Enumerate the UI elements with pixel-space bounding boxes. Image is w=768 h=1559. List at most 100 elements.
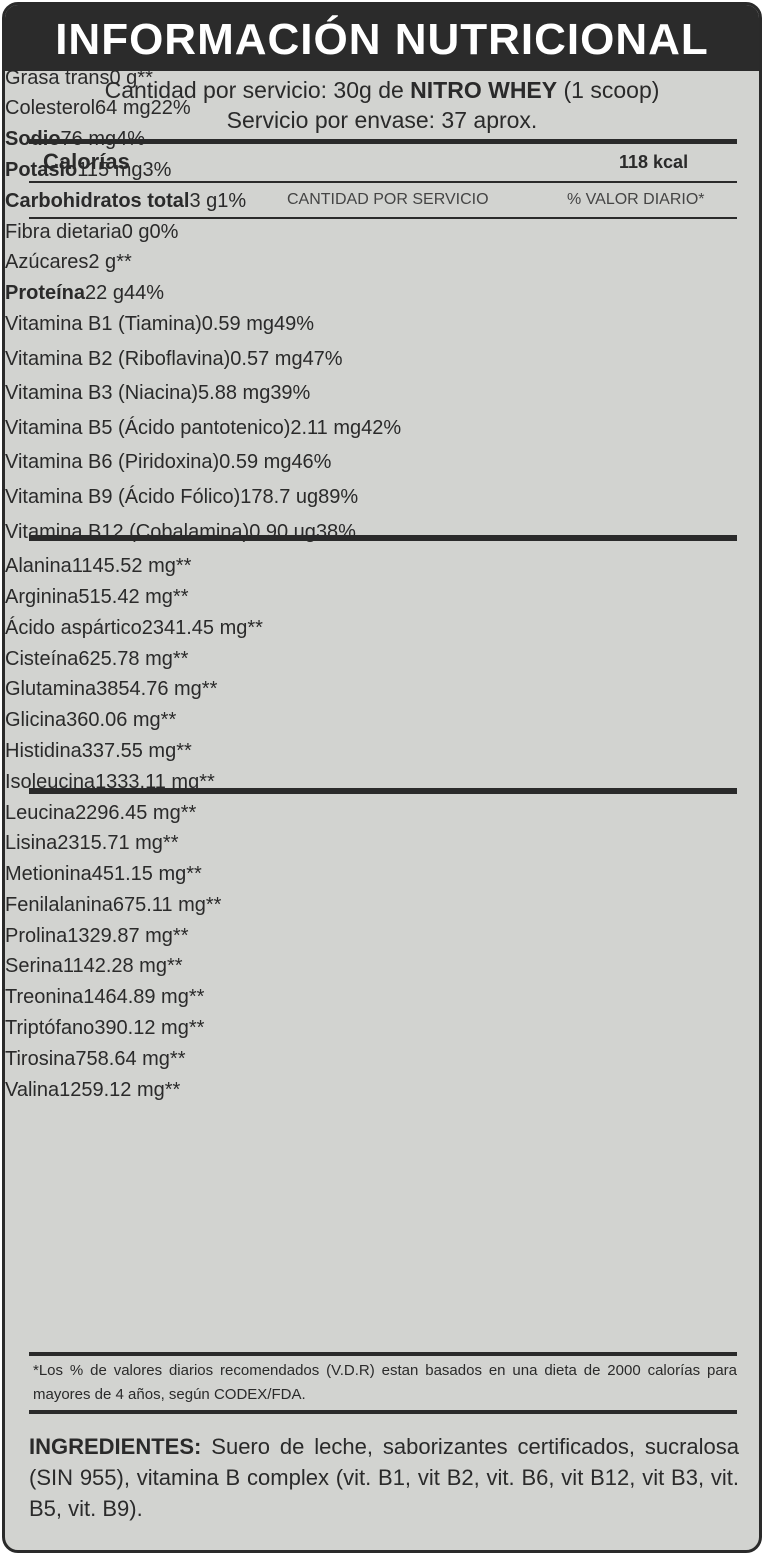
daily-value: ** <box>175 555 192 578</box>
rule <box>29 1410 737 1414</box>
daily-value: 89% <box>318 485 359 508</box>
nutrient-name: Isoleucina <box>5 770 96 793</box>
daily-value: ** <box>166 955 183 978</box>
daily-value: 39% <box>270 382 311 405</box>
amount: 1142.28 mg <box>62 955 167 978</box>
amount: 1333.11 mg <box>95 770 200 793</box>
amount: 22 g <box>85 282 124 305</box>
amount: 3854.76 mg <box>96 678 202 701</box>
daily-value: ** <box>199 770 215 793</box>
nutrient-name: Ácido aspártico <box>5 616 142 639</box>
row: Triptófano390.12 mg** <box>5 1017 759 1048</box>
nutrient-name: Vitamina B3 (Niacina) <box>5 382 199 405</box>
daily-value: 49% <box>274 312 315 335</box>
row: Grasa trans0 g** <box>5 67 759 98</box>
nutrient-name: Metionina <box>5 863 92 886</box>
row: Glutamina3854.76 mg** <box>5 678 759 709</box>
nutrient-name: Vitamina B1 (Tiamina) <box>5 312 202 335</box>
daily-value: ** <box>188 1017 205 1040</box>
row: Arginina515.42 mg** <box>5 586 759 617</box>
daily-value: ** <box>164 1078 181 1101</box>
daily-value: 1% <box>217 189 247 212</box>
nutrient-name: Tirosina <box>5 1047 76 1070</box>
row: Azúcares2 g** <box>5 251 759 282</box>
column-header: CANTIDAD POR SERVICIO <box>287 191 489 208</box>
amount: 2296.45 mg <box>75 801 181 824</box>
amount: 1464.89 mg <box>83 986 189 1009</box>
rule <box>29 217 737 219</box>
nutrient-name: Lisina <box>5 832 58 855</box>
amount: 178.7 ug <box>240 485 319 508</box>
daily-value: ** <box>162 832 179 855</box>
nutrient-name: Glutamina <box>5 678 97 701</box>
row: Histidina337.55 mg** <box>5 740 759 771</box>
daily-value: 46% <box>291 451 332 474</box>
amount: 0.59 mg <box>219 451 292 474</box>
product-name: NITRO WHEY <box>410 77 558 103</box>
row: Vitamina B3 (Niacina)5.88 mg39% <box>5 382 759 417</box>
rule <box>29 535 737 541</box>
daily-value: 42% <box>361 416 402 439</box>
ingredients-text: Suero de leche, saborizantes certificado… <box>29 1434 739 1521</box>
amount: 0.57 mg <box>230 347 303 370</box>
amount: 758.64 mg <box>75 1047 170 1070</box>
amount: 360.06 mg <box>66 709 161 732</box>
serving-prefix: Cantidad por servicio: 30g de <box>104 77 404 103</box>
nutrient-name: Colesterol <box>5 97 96 120</box>
row: Vitamina B5 (Ácido pantotenico)2.11 mg42… <box>5 417 759 452</box>
daily-value: 3% <box>142 158 172 181</box>
daily-value: 0% <box>149 220 179 243</box>
amount: 390.12 mg <box>94 1017 189 1040</box>
daily-value: 44% <box>123 282 164 305</box>
nutrient-name: Histidina <box>5 739 82 762</box>
row: Vitamina B6 (Piridoxina)0.59 mg46% <box>5 451 759 486</box>
row: Vitamina B1 (Tiamina)0.59 mg49% <box>5 313 759 348</box>
amount: 2341.45 mg <box>141 616 248 639</box>
daily-value: ** <box>205 893 222 916</box>
daily-value: ** <box>172 585 189 608</box>
amount: 515.42 mg <box>78 585 173 608</box>
daily-value: 47% <box>302 347 343 370</box>
row: Tirosina758.64 mg** <box>5 1048 759 1079</box>
daily-value: ** <box>137 66 153 89</box>
nutrient-name: Proteína <box>5 282 86 305</box>
daily-value: ** <box>186 863 202 886</box>
row: Potasio115 mg3% <box>5 159 759 190</box>
column-header: % VALOR DIARIO* <box>567 191 705 208</box>
row: Glicina360.06 mg** <box>5 709 759 740</box>
serving-suffix: (1 scoop) <box>563 77 660 103</box>
row: Metionina451.15 mg** <box>5 863 759 894</box>
daily-value: ** <box>176 739 192 762</box>
rule <box>29 1352 737 1356</box>
nutrient-name: Carbohidratos total <box>5 189 190 212</box>
row: Colesterol64 mg22% <box>5 97 759 128</box>
nutrient-name: Fenilalanina <box>5 893 113 916</box>
amount: 115 mg <box>77 158 143 181</box>
amount: 1145.52 mg <box>71 555 176 578</box>
nutrient-name: Prolina <box>5 924 68 947</box>
row: Fibra dietaria0 g0% <box>5 221 759 252</box>
nutrient-name: Vitamina B9 (Ácido Fólico) <box>5 485 241 508</box>
title: INFORMACIÓN NUTRICIONAL <box>5 5 759 71</box>
amount: 625.78 mg <box>78 647 173 670</box>
rule <box>29 139 737 144</box>
nutrient-name: Vitamina B6 (Piridoxina) <box>5 451 220 474</box>
nutrient-name: Arginina <box>5 585 79 608</box>
daily-value: ** <box>172 924 189 947</box>
servings-per-container: Servicio por envase: 37 aprox. <box>226 107 538 133</box>
row: Vitamina B2 (Riboflavina)0.57 mg47% <box>5 348 759 383</box>
nutrient-name: Alanina <box>5 555 72 578</box>
nutrient-name: Glicina <box>5 709 67 732</box>
nutrient-name: Azúcares <box>5 251 89 274</box>
amount: 5.88 mg <box>198 382 271 405</box>
amount: 2315.71 mg <box>57 832 163 855</box>
nutrient-name: Grasa trans <box>5 66 110 89</box>
amount: 1329.87 mg <box>67 924 173 947</box>
daily-value: ** <box>180 801 197 824</box>
row: Proteína22 g44% <box>5 282 759 313</box>
daily-value: ** <box>201 678 218 701</box>
amount: 337.55 mg <box>81 739 177 762</box>
serving-line: Cantidad por servicio: 30g de NITRO WHEY… <box>5 77 759 104</box>
nutrient-name: Vitamina B2 (Riboflavina) <box>5 347 231 370</box>
nutrient-name: Fibra dietaria <box>5 220 122 243</box>
